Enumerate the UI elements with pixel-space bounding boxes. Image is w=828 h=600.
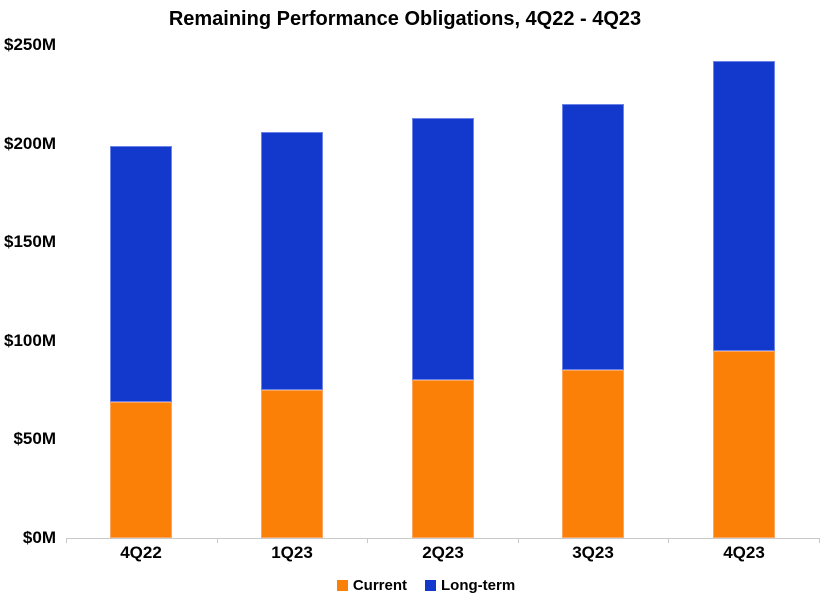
legend-swatch-current-icon xyxy=(336,579,348,591)
x-axis-tick xyxy=(668,538,669,543)
bar-segment-long-term-2Q23 xyxy=(412,117,474,381)
y-axis-label-50: $50M xyxy=(13,429,56,449)
x-axis-label-4Q22: 4Q22 xyxy=(120,543,162,562)
legend-label-long-term: Long-term xyxy=(441,576,516,594)
bar-segment-long-term-4Q22 xyxy=(110,145,172,402)
bar-segment-current-2Q23 xyxy=(412,380,474,538)
bar-segment-current-1Q23 xyxy=(261,390,323,538)
x-axis-tick xyxy=(518,538,519,543)
x-axis-label-1Q23: 1Q23 xyxy=(271,543,313,562)
x-axis-tick xyxy=(217,538,218,543)
bar-segment-current-3Q23 xyxy=(562,370,624,538)
legend-label-current: Current xyxy=(352,576,407,594)
bar-segment-current-4Q23 xyxy=(713,350,775,538)
legend-item-long-term: Long-term xyxy=(425,577,515,594)
x-axis-label-2Q23: 2Q23 xyxy=(422,543,464,562)
legend-item-current: Current xyxy=(336,576,407,594)
x-axis-tick xyxy=(367,538,368,543)
y-axis-label-250: $250M xyxy=(4,35,56,54)
x-axis-label-3Q23: 3Q23 xyxy=(572,543,614,562)
x-axis-line xyxy=(66,538,820,539)
bar-segment-current-4Q22 xyxy=(110,401,172,538)
bar-segment-long-term-1Q23 xyxy=(261,131,323,391)
chart-title: Remaining Performance Obligations, 4Q22 … xyxy=(168,8,642,30)
y-axis-label-0: $0M xyxy=(22,528,56,547)
x-axis-tick xyxy=(819,538,820,543)
legend-swatch-long-term-icon xyxy=(425,579,436,591)
y-axis-label-200: $200M xyxy=(4,133,56,153)
y-axis-label-100: $100M xyxy=(4,330,56,350)
x-axis-tick xyxy=(66,538,67,543)
bar-segment-long-term-3Q23 xyxy=(562,104,624,371)
bar-segment-long-term-4Q23 xyxy=(713,60,775,351)
x-axis-label-4Q23: 4Q23 xyxy=(723,543,765,562)
y-axis-label-150: $150M xyxy=(4,232,56,252)
legend: Current Long-term xyxy=(0,574,828,596)
